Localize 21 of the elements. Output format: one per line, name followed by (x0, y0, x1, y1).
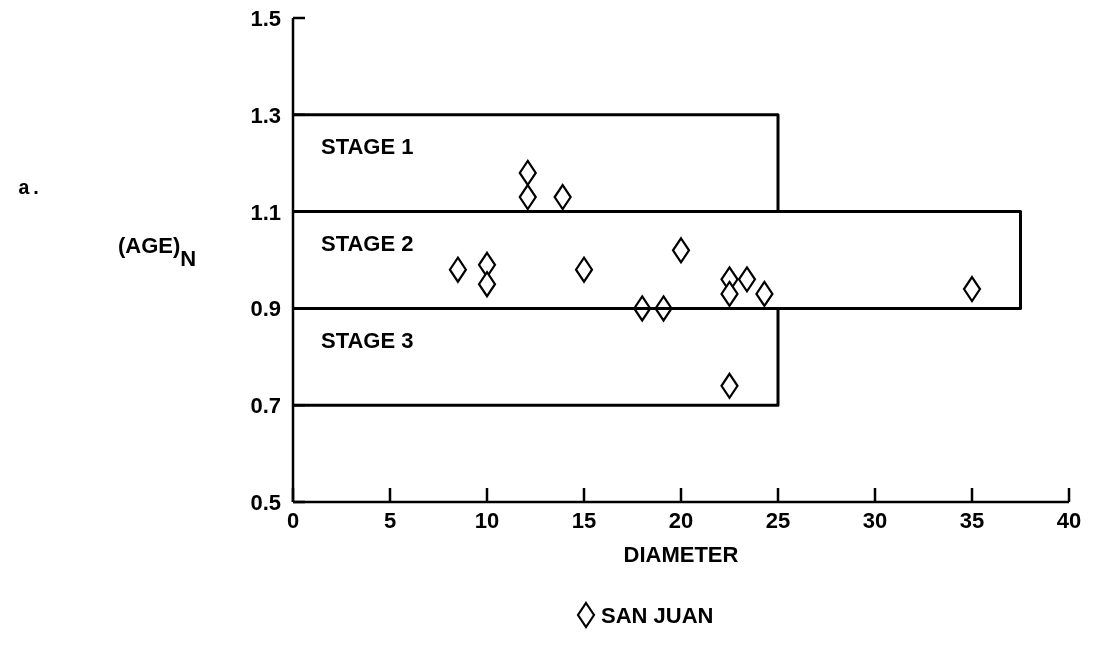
annotation: STAGE 1 (321, 134, 414, 159)
x-tick-label: 5 (383, 508, 397, 533)
x-tick-label: 0 (286, 508, 300, 533)
x-tick-label: 35 (959, 508, 985, 533)
y-tick-label: 0.9 (250, 296, 281, 322)
y-tick-label: 0.7 (250, 393, 281, 419)
y-tick-label: 1.5 (250, 6, 281, 31)
text: a. (18, 177, 43, 200)
x-tick-label: 15 (571, 508, 597, 533)
x-tick-label: 40 (1056, 508, 1082, 533)
y-tick-label: 0.5 (250, 490, 281, 515)
x-tick-label: 30 (862, 508, 888, 533)
x-axis-title: DIAMETER (623, 542, 739, 567)
annotation: STAGE 2 (321, 231, 414, 256)
y-tick-label: 1.3 (250, 102, 281, 128)
annotation: STAGE 3 (321, 328, 414, 353)
legend-label: SAN JUAN (601, 603, 714, 628)
y-tick-label: 1.1 (250, 199, 281, 225)
x-tick-label: 10 (474, 508, 500, 533)
x-tick-label: 25 (765, 508, 791, 533)
x-tick-label: 20 (668, 508, 694, 533)
